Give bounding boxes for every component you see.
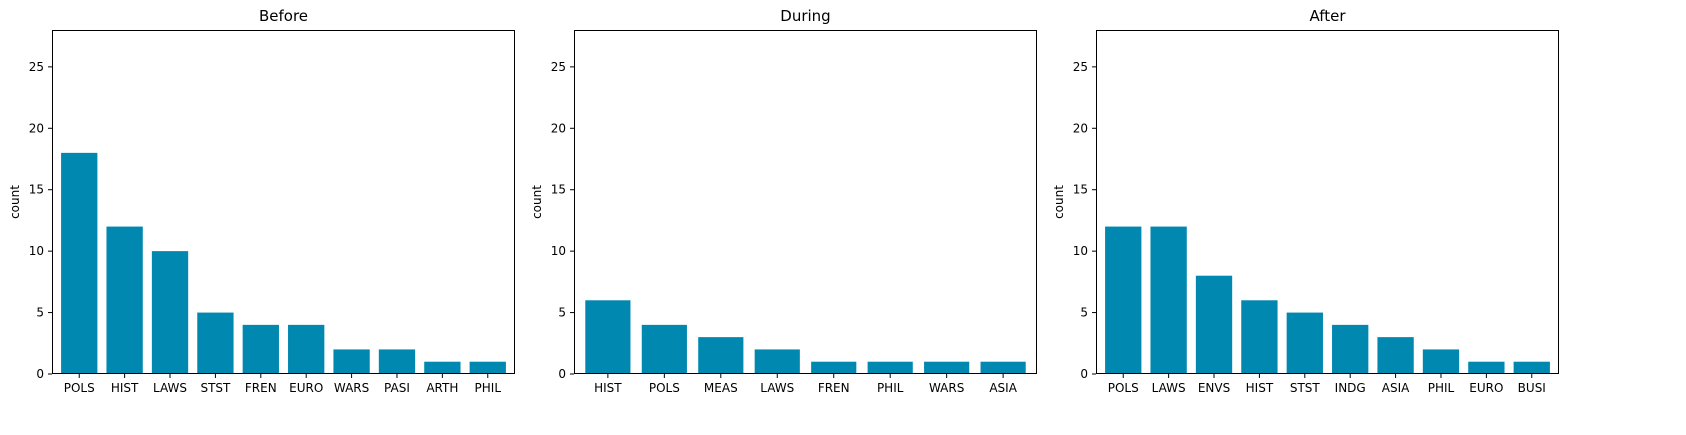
y-tick-label: 25 bbox=[29, 60, 44, 74]
bar-meas bbox=[698, 337, 744, 374]
y-tick-label: 25 bbox=[551, 60, 566, 74]
x-tick-label: FREN bbox=[818, 381, 850, 395]
bar-hist bbox=[106, 226, 143, 374]
chart-title: After bbox=[1309, 7, 1346, 25]
chart-title: Before bbox=[259, 7, 308, 25]
x-tick-label: PASI bbox=[384, 381, 410, 395]
bar-laws bbox=[754, 349, 800, 374]
chart-panel-before: POLS HIST LAWS STST FREN EURO WARS PASI ARTH PHIL… bbox=[8, 7, 515, 395]
x-tick-label: LAWS bbox=[153, 381, 187, 395]
x-tick-label: HIST bbox=[111, 381, 139, 395]
y-tick-label: 15 bbox=[551, 183, 566, 197]
bar-arth bbox=[424, 361, 461, 374]
axes-frame bbox=[52, 30, 515, 374]
bar-asia bbox=[1377, 337, 1414, 374]
y-axis-label: count bbox=[8, 185, 22, 219]
bar-envs bbox=[1195, 275, 1233, 374]
x-tick-label: STST bbox=[200, 381, 231, 395]
y-tick-label: 15 bbox=[29, 183, 44, 197]
x-tick-label: WARS bbox=[334, 381, 369, 395]
bar-phil bbox=[1422, 349, 1460, 374]
bar-pasi bbox=[378, 349, 416, 374]
x-tick-label: INDG bbox=[1335, 381, 1366, 395]
bar-stst bbox=[1286, 312, 1323, 374]
y-tick-label: 10 bbox=[29, 244, 44, 258]
x-tick-label: LAWS bbox=[1152, 381, 1186, 395]
bar-wars bbox=[924, 361, 970, 374]
x-tick-label: HIST bbox=[594, 381, 622, 395]
y-tick-label: 15 bbox=[1073, 183, 1088, 197]
bar-busi bbox=[1513, 361, 1550, 374]
y-tick-label: 5 bbox=[36, 306, 44, 320]
bar-pols bbox=[1105, 226, 1142, 374]
x-tick-label: HIST bbox=[1246, 381, 1274, 395]
bar-pols bbox=[61, 152, 98, 374]
y-tick-label: 20 bbox=[1073, 121, 1088, 135]
bar-hist bbox=[585, 300, 631, 374]
bar-phil bbox=[867, 361, 913, 374]
bar-wars bbox=[333, 349, 370, 374]
x-tick-label: EURO bbox=[289, 381, 323, 395]
x-tick-label: STST bbox=[1290, 381, 1321, 395]
x-tick-label: PHIL bbox=[1428, 381, 1455, 395]
y-axis-label: count bbox=[530, 185, 544, 219]
bar-asia bbox=[980, 361, 1026, 374]
bar-pols bbox=[641, 324, 687, 374]
bar-phil bbox=[469, 361, 506, 374]
x-tick-label: POLS bbox=[649, 381, 680, 395]
y-axis-label: count bbox=[1052, 185, 1066, 219]
x-tick-label: FREN bbox=[245, 381, 277, 395]
y-tick-label: 20 bbox=[551, 121, 566, 135]
chart-panels: POLS HIST LAWS STST FREN EURO WARS PASI ARTH PHIL… bbox=[8, 7, 1559, 395]
y-tick-label: 0 bbox=[1080, 367, 1088, 381]
x-tick-label: POLS bbox=[1108, 381, 1139, 395]
x-tick-label: ENVS bbox=[1198, 381, 1230, 395]
bar-euro bbox=[288, 324, 325, 374]
bar-hist bbox=[1241, 300, 1278, 374]
y-tick-label: 5 bbox=[558, 306, 566, 320]
x-tick-label: PHIL bbox=[877, 381, 904, 395]
x-tick-label: ARTH bbox=[426, 381, 458, 395]
bar-laws bbox=[1150, 226, 1187, 374]
y-tick-label: 20 bbox=[29, 121, 44, 135]
chart-title: During bbox=[780, 7, 830, 25]
bar-indg bbox=[1332, 324, 1369, 374]
y-tick-label: 10 bbox=[551, 244, 566, 258]
x-tick-label: ASIA bbox=[989, 381, 1017, 395]
x-tick-label: WARS bbox=[929, 381, 964, 395]
chart-panel-after: POLS LAWS ENVS HIST STST INDG ASIA PHIL EURO BUSI… bbox=[1052, 7, 1559, 395]
x-tick-label: BUSI bbox=[1518, 381, 1546, 395]
bar-fren bbox=[811, 361, 857, 374]
y-tick-label: 5 bbox=[1080, 306, 1088, 320]
y-tick-label: 0 bbox=[36, 367, 44, 381]
x-tick-label: LAWS bbox=[760, 381, 794, 395]
axes-frame bbox=[574, 30, 1037, 374]
y-tick-label: 25 bbox=[1073, 60, 1088, 74]
x-tick-label: MEAS bbox=[704, 381, 738, 395]
x-tick-label: EURO bbox=[1469, 381, 1503, 395]
x-tick-label: ASIA bbox=[1382, 381, 1410, 395]
bar-laws bbox=[151, 251, 189, 374]
bar-fren bbox=[242, 324, 279, 374]
chart-panel-during: HIST POLS MEAS LAWS FREN PHIL WARS ASIA 0 5 10 15 20… bbox=[530, 7, 1037, 395]
y-tick-label: 10 bbox=[1073, 244, 1088, 258]
axes-frame bbox=[1096, 30, 1559, 374]
y-tick-label: 0 bbox=[558, 367, 566, 381]
x-tick-label: PHIL bbox=[475, 381, 502, 395]
bar-stst bbox=[197, 312, 234, 374]
bar-euro bbox=[1468, 361, 1505, 374]
x-tick-label: POLS bbox=[64, 381, 95, 395]
